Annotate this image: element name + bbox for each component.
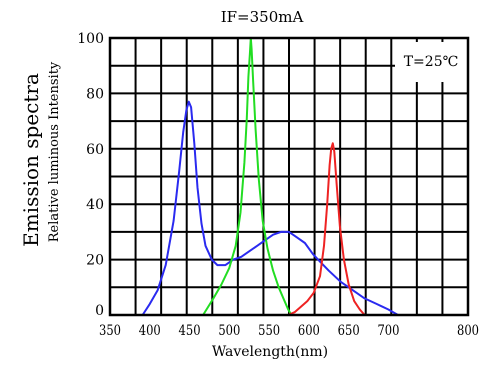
temperature-annotation: T=25℃ bbox=[404, 54, 459, 70]
y-tick-label: 60 bbox=[86, 142, 104, 158]
plot-frame bbox=[108, 36, 470, 317]
y-axis-label-primary: Emission spectra bbox=[19, 73, 43, 247]
x-tick-label: 600 bbox=[298, 323, 320, 339]
x-tick-label: 700 bbox=[377, 323, 399, 339]
x-tick-label: 650 bbox=[338, 323, 360, 339]
y-tick-label: 80 bbox=[86, 86, 104, 102]
annotation-box bbox=[395, 42, 467, 82]
y-tick-label: 0 bbox=[95, 303, 104, 319]
y-tick-labels: 0 20 40 60 80 100 bbox=[77, 31, 104, 319]
y-tick-label: 20 bbox=[86, 253, 104, 269]
y-axis-label-secondary: Relative luminous Intensity bbox=[47, 61, 62, 242]
y-tick-label: 40 bbox=[86, 197, 104, 213]
x-tick-label: 500 bbox=[218, 323, 240, 339]
x-axis-label: Wavelength(nm) bbox=[212, 344, 328, 360]
spectrum-series-2 bbox=[287, 142, 366, 316]
x-tick-labels: 350 400 450 500 550 600 650 700 800 bbox=[99, 323, 479, 339]
x-tick-label: 450 bbox=[179, 323, 201, 339]
spectrum-curves bbox=[141, 37, 399, 316]
y-tick-label: 100 bbox=[77, 31, 104, 47]
x-tick-label: 550 bbox=[258, 323, 280, 339]
x-tick-label: 400 bbox=[139, 323, 161, 339]
chart-title: IF=350mA bbox=[221, 8, 304, 26]
spectrum-series-1 bbox=[202, 37, 293, 316]
x-tick-label: 800 bbox=[457, 323, 479, 339]
x-tick-label: 350 bbox=[99, 323, 121, 339]
spectrum-series-0 bbox=[141, 100, 399, 316]
